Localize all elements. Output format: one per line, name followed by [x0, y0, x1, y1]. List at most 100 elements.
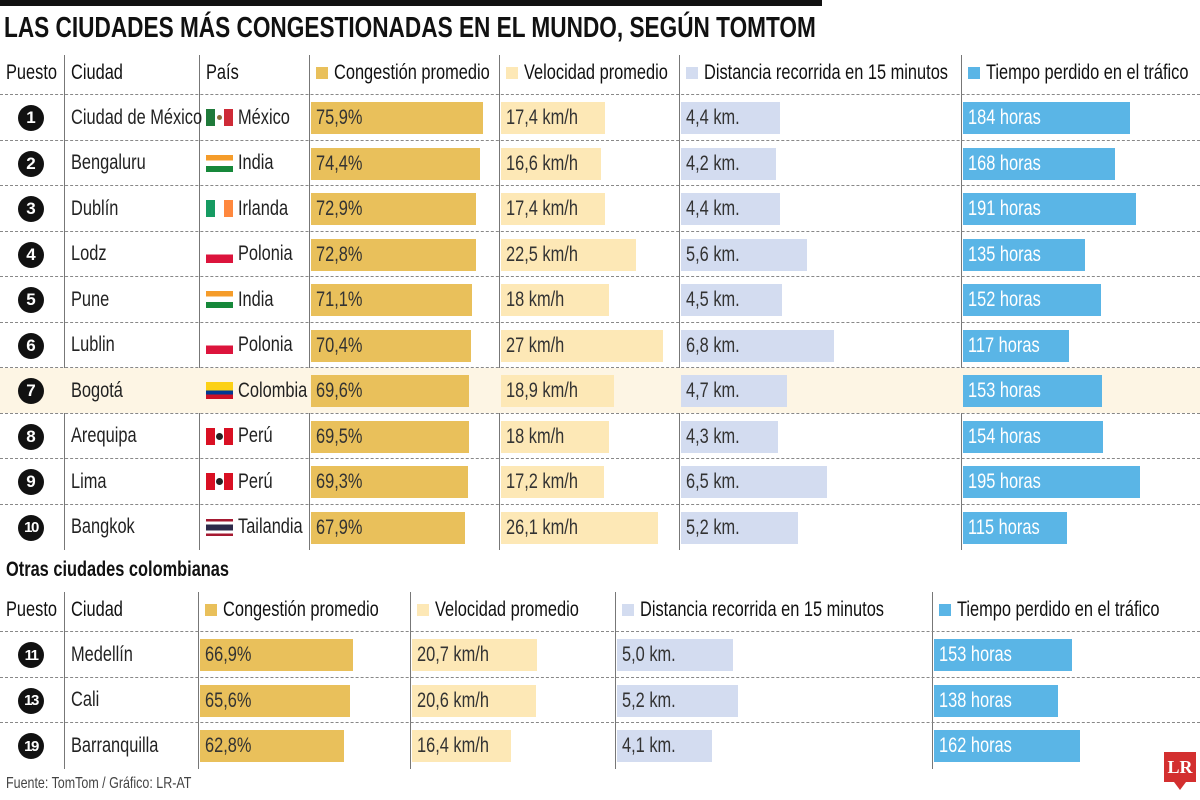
rank-badge: 4 — [18, 241, 44, 268]
distance-value: 4,5 km. — [686, 288, 740, 311]
time-value: 191 horas — [968, 197, 1041, 220]
rank-badge: 6 — [18, 332, 44, 359]
rank-badge: 10 — [18, 514, 44, 541]
distance-bar: 4,1 km. — [617, 730, 713, 762]
time-value: 117 horas — [968, 333, 1040, 357]
rank-badge: 9 — [18, 469, 44, 495]
time-value: 184 horas — [968, 106, 1041, 129]
header-label: Ciudad — [71, 598, 123, 621]
city-cell: Lima — [71, 459, 117, 504]
distance-value: 4,4 km. — [686, 197, 740, 220]
country-cell: Polonia — [206, 232, 308, 277]
country-cell: Colombia — [206, 368, 327, 413]
flag-peru-icon — [206, 427, 233, 445]
city-cell: Pune — [71, 277, 120, 322]
distance-bar: 4,2 km. — [681, 147, 776, 180]
congestion-bar: 69,5% — [311, 420, 469, 453]
top-rule — [0, 0, 822, 6]
speed-value: 26,1 km/h — [506, 515, 578, 539]
speed-value: 18 km/h — [506, 288, 565, 311]
distance-value: 6,5 km. — [686, 470, 740, 493]
column-divider — [410, 592, 411, 769]
congestion-bar: 67,9% — [311, 511, 466, 544]
country-label: Colombia — [238, 378, 308, 402]
table-row: 1 Ciudad de México México 75,9% 17,4 km/h 4,4… — [0, 95, 1200, 140]
time-legend-swatch — [939, 604, 951, 616]
country-cell: India — [206, 277, 284, 322]
city-label: Bengaluru — [71, 151, 146, 174]
column-divider — [499, 55, 500, 550]
column-divider — [309, 55, 310, 550]
rank-badge: 3 — [18, 196, 44, 222]
time-bar: 135 horas — [963, 238, 1086, 271]
city-label: Ciudad de México — [71, 105, 203, 129]
header-rank: Puesto — [6, 55, 71, 91]
header-label: Puesto — [6, 61, 58, 84]
distance-bar: 4,5 km. — [681, 284, 783, 316]
distance-bar: 4,4 km. — [681, 193, 780, 225]
city-label: Barranquilla — [71, 733, 159, 757]
time-value: 138 horas — [939, 688, 1012, 712]
row-divider — [0, 321, 1200, 323]
header-label: Velocidad promedio — [524, 61, 668, 84]
city-label: Dublín — [71, 196, 119, 220]
congestion-value: 75,9% — [316, 106, 363, 129]
time-value: 153 horas — [968, 379, 1041, 402]
mexico-emblem — [217, 115, 222, 120]
header-label: Congestión promedio — [334, 61, 490, 84]
row-divider — [0, 139, 1200, 141]
column-divider — [64, 592, 65, 769]
country-cell: México — [206, 95, 305, 140]
lr-logo: LR — [1164, 752, 1196, 790]
flag-poland-icon — [206, 245, 233, 263]
time-bar: 154 horas — [963, 420, 1103, 453]
column-divider — [932, 592, 933, 769]
time-bar: 168 horas — [963, 147, 1116, 180]
table-row: 6 Lublin Polonia 70,4% 27 km/h 6,8 km. 117 hor… — [0, 323, 1200, 368]
row-divider — [0, 367, 1200, 368]
rank-badge: 13 — [18, 687, 44, 714]
speed-value: 16,6 km/h — [506, 151, 578, 175]
time-bar: 115 horas — [963, 511, 1068, 544]
congestion-value: 62,8% — [205, 734, 252, 757]
row-divider — [0, 676, 1200, 678]
flag-india-icon — [206, 291, 233, 308]
header-label: Tiempo perdido en el tráfico — [986, 61, 1189, 84]
city-cell: Lublin — [71, 323, 127, 368]
distance-bar: 6,8 km. — [681, 329, 834, 362]
table-row: 2 Bengaluru India 74,4% 16,6 km/h 4,2 km. 168 … — [0, 141, 1200, 186]
header-speed: Velocidad promedio — [506, 55, 708, 91]
congestion-value: 70,4% — [316, 333, 363, 357]
speed-value: 16,4 km/h — [417, 734, 489, 757]
row-divider — [0, 185, 1200, 186]
city-cell: Ciudad de México — [71, 95, 239, 140]
country-cell: Tailandia — [206, 505, 321, 550]
row-divider — [0, 503, 1200, 505]
city-label: Bogotá — [71, 378, 123, 402]
city-label: Lima — [71, 469, 107, 493]
time-value: 135 horas — [968, 242, 1041, 266]
header-label: País — [206, 61, 239, 84]
header-rank: Puesto — [6, 592, 71, 628]
speed-bar: 17,4 km/h — [501, 193, 606, 225]
table-row: 7 Bogotá Colombia 69,6% 18,9 km/h 4,7 km. 153 … — [0, 368, 1200, 413]
congestion-legend-swatch — [205, 604, 217, 616]
distance-value: 5,2 km. — [686, 515, 740, 539]
time-bar: 152 horas — [963, 284, 1101, 316]
header-congestion: Congestión promedio — [205, 592, 423, 628]
congestion-bar: 72,8% — [311, 238, 477, 271]
table-row: 8 Arequipa Perú 69,5% 18 km/h 4,3 km. 154 hora… — [0, 414, 1200, 459]
time-bar: 191 horas — [963, 193, 1137, 225]
row-divider — [0, 458, 1200, 459]
speed-bar: 20,6 km/h — [412, 684, 537, 717]
header-label: Congestión promedio — [223, 598, 379, 621]
city-cell: Barranquilla — [71, 723, 183, 768]
speed-legend-swatch — [506, 67, 518, 79]
header-city: Ciudad — [71, 592, 138, 628]
header-distance: Distancia recorrida en 15 minutos — [622, 592, 953, 628]
speed-value: 18,9 km/h — [506, 379, 578, 402]
table-row: 9 Lima Perú 69,3% 17,2 km/h 6,5 km. 195 horas — [0, 459, 1200, 504]
city-label: Pune — [71, 287, 110, 311]
country-label: Perú — [238, 424, 273, 447]
distance-bar: 6,5 km. — [681, 466, 828, 498]
